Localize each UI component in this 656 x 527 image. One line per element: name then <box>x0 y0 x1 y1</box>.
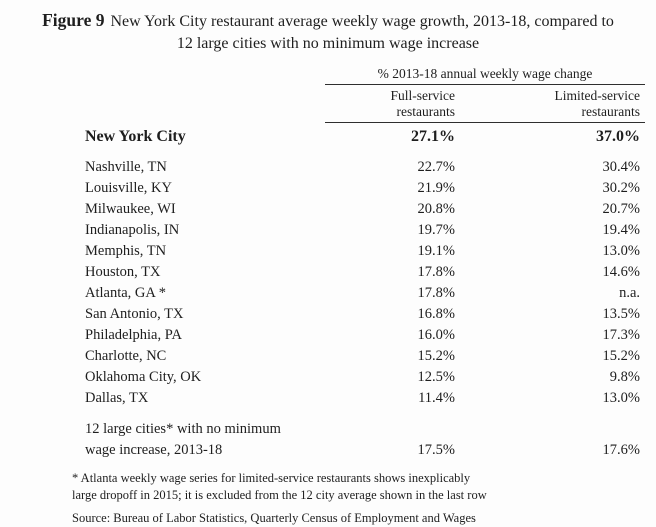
table-row: Charlotte, NC 15.2% 15.2% <box>85 346 645 367</box>
full-service-cell: 17.8% <box>417 264 455 280</box>
limited-service-cell: 30.4% <box>602 159 640 175</box>
figure-title: Figure 9 New York City restaurant average… <box>0 0 656 55</box>
column-header-limited-service: Limited-service restaurants <box>455 88 645 120</box>
table-row: Oklahoma City, OK 12.5% 9.8% <box>85 367 645 388</box>
full-service-cell: 16.0% <box>417 327 455 343</box>
table-row-nyc: New York City 27.1% 37.0% <box>85 125 645 149</box>
full-service-cell: 19.1% <box>417 243 455 259</box>
city-cell: Atlanta, GA * <box>85 285 166 301</box>
full-service-cell: 12.5% <box>417 369 455 385</box>
summary-label-line2: wage increase, 2013-18 <box>85 442 223 458</box>
footnote: * Atlanta weekly wage series for limited… <box>72 470 656 504</box>
city-cell: Milwaukee, WI <box>85 201 176 217</box>
full-service-cell: 19.7% <box>417 222 455 238</box>
table-row: Indianapolis, IN 19.7% 19.4% <box>85 220 645 241</box>
city-cell: Dallas, TX <box>85 390 149 406</box>
limited-service-cell: 13.0% <box>602 243 640 259</box>
table-row: Louisville, KY 21.9% 30.2% <box>85 178 645 199</box>
table-row-summary: 12 large cities* with no minimum wage in… <box>85 419 645 461</box>
limited-service-cell: 13.5% <box>602 306 640 322</box>
column-headers-spacer <box>85 88 325 120</box>
summary-label: 12 large cities* with no minimum wage in… <box>85 419 325 461</box>
table-row: Milwaukee, WI 20.8% 20.7% <box>85 199 645 220</box>
figure-title-line1: Figure 9 New York City restaurant average… <box>0 9 656 33</box>
city-cell: Houston, TX <box>85 264 161 280</box>
table-row: San Antonio, TX 16.8% 13.5% <box>85 304 645 325</box>
full-service-cell: 20.8% <box>417 201 455 217</box>
summary-label-line1: 12 large cities* with no minimum <box>85 421 281 437</box>
full-service-cell: 27.1% <box>411 128 455 145</box>
source-note: Source: Bureau of Labor Statistics, Quar… <box>72 511 476 525</box>
city-cell: Philadelphia, PA <box>85 327 182 343</box>
column-headers-row: Full-service restaurants Limited-service… <box>85 88 645 120</box>
city-cell: Louisville, KY <box>85 180 172 196</box>
full-service-cell: 11.4% <box>418 390 455 406</box>
full-service-header-line2: restaurants <box>396 104 455 119</box>
full-service-header-line1: Full-service <box>390 88 455 103</box>
footnote-line2: large dropoff in 2015; it is excluded fr… <box>72 488 487 502</box>
figure-notes: * Atlanta weekly wage series for limited… <box>72 470 656 527</box>
city-cell: San Antonio, TX <box>85 306 184 322</box>
column-header-full-service: Full-service restaurants <box>325 88 455 120</box>
city-cell: Oklahoma City, OK <box>85 369 202 385</box>
limited-service-cell: 15.2% <box>602 348 640 364</box>
footnote-line1: * Atlanta weekly wage series for limited… <box>72 471 471 485</box>
limited-service-cell: 13.0% <box>602 390 640 406</box>
full-service-cell: 22.7% <box>417 159 455 175</box>
full-service-cell: 15.2% <box>417 348 455 364</box>
figure-label: Figure 9 <box>42 10 105 30</box>
table-row: Atlanta, GA * 17.8% n.a. <box>85 283 645 304</box>
full-service-cell: 17.5% <box>417 442 455 458</box>
limited-service-cell: 37.0% <box>596 128 640 145</box>
limited-service-cell: 9.8% <box>609 369 640 385</box>
limited-service-cell: 19.4% <box>602 222 640 238</box>
city-rows: Nashville, TN 22.7% 30.4% Louisville, KY… <box>85 157 645 409</box>
spanner-header: % 2013-18 annual weekly wage change <box>325 65 645 85</box>
figure-title-text: New York City restaurant average weekly … <box>110 13 614 30</box>
city-cell: Charlotte, NC <box>85 348 167 364</box>
limited-service-cell: 14.6% <box>602 264 640 280</box>
limited-service-cell: 17.3% <box>602 327 640 343</box>
limited-service-cell: 17.6% <box>602 442 640 458</box>
city-cell: Nashville, TN <box>85 159 167 175</box>
city-cell: Indianapolis, IN <box>85 222 180 238</box>
table-row: Dallas, TX 11.4% 13.0% <box>85 388 645 409</box>
full-service-cell: 17.8% <box>417 285 455 301</box>
city-cell: Memphis, TN <box>85 243 167 259</box>
limited-service-header-line2: restaurants <box>581 104 640 119</box>
full-service-cell: 21.9% <box>417 180 455 196</box>
header-rule <box>325 122 645 123</box>
city-cell: New York City <box>85 128 186 145</box>
full-service-cell: 16.8% <box>417 306 455 322</box>
limited-service-cell: n.a. <box>619 285 640 301</box>
table-row: Houston, TX 17.8% 14.6% <box>85 262 645 283</box>
table-row: Philadelphia, PA 16.0% 17.3% <box>85 325 645 346</box>
wage-growth-table: % 2013-18 annual weekly wage change Full… <box>85 65 645 461</box>
limited-service-cell: 20.7% <box>602 201 640 217</box>
table-row: Memphis, TN 19.1% 13.0% <box>85 241 645 262</box>
limited-service-cell: 30.2% <box>602 180 640 196</box>
table-row: Nashville, TN 22.7% 30.4% <box>85 157 645 178</box>
figure-title-line2: 12 large cities with no minimum wage inc… <box>176 35 480 52</box>
limited-service-header-line1: Limited-service <box>554 88 640 103</box>
